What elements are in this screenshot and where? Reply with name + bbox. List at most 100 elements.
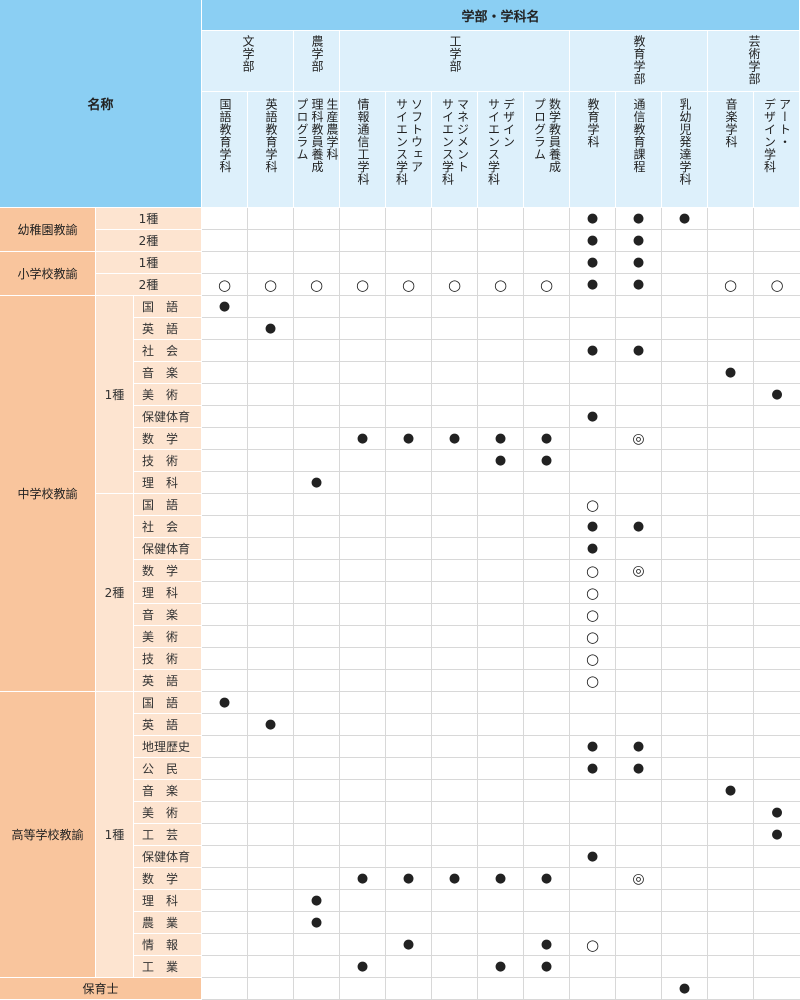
mark-cell xyxy=(616,824,662,846)
mark-cell xyxy=(340,494,386,516)
filled-circle-mark: ● xyxy=(264,717,277,732)
mark-cell xyxy=(294,362,340,384)
mark-cell: ● xyxy=(754,824,800,846)
mark-cell xyxy=(524,714,570,736)
row-label-text: 農 業 xyxy=(142,916,179,930)
filled-circle-mark: ● xyxy=(724,783,737,798)
mark-cell: ● xyxy=(432,428,478,450)
mark-cell xyxy=(708,252,754,274)
row-label-text: 情 報 xyxy=(142,938,179,952)
row-label-text: 工 芸 xyxy=(142,828,179,842)
mark-cell xyxy=(432,648,478,670)
mark-cell xyxy=(386,846,432,868)
mark-cell xyxy=(248,450,294,472)
mark-cell xyxy=(340,384,386,406)
row-label: 国 語 xyxy=(134,296,202,318)
mark-cell: ○ xyxy=(570,626,616,648)
mark-cell xyxy=(616,802,662,824)
mark-cell xyxy=(708,406,754,428)
row-label-text: 社 会 xyxy=(142,344,179,358)
department-header: 音楽学科 xyxy=(708,92,754,208)
mark-cell xyxy=(248,428,294,450)
row-label-text: 技 術 xyxy=(142,454,179,468)
mark-cell: ● xyxy=(340,428,386,450)
mark-cell xyxy=(708,934,754,956)
mark-cell xyxy=(524,472,570,494)
filled-circle-mark: ● xyxy=(632,739,645,754)
department-header: マネジメント サイエンス学科 xyxy=(432,92,478,208)
filled-circle-mark: ● xyxy=(632,761,645,776)
mark-cell xyxy=(248,868,294,890)
mark-cell xyxy=(432,978,478,1000)
mark-cell xyxy=(754,296,800,318)
mark-cell xyxy=(248,978,294,1000)
mark-cell xyxy=(662,604,708,626)
mark-cell xyxy=(294,560,340,582)
mark-cell xyxy=(754,560,800,582)
mark-cell xyxy=(294,802,340,824)
faculty-label: 文学部 xyxy=(241,35,255,73)
mark-cell xyxy=(202,230,248,252)
mark-cell xyxy=(754,318,800,340)
mark-cell xyxy=(248,208,294,230)
license-level: 1種 xyxy=(96,296,134,494)
mark-cell xyxy=(432,560,478,582)
department-header: 国語教育学科 xyxy=(202,92,248,208)
mark-cell xyxy=(616,934,662,956)
mark-cell xyxy=(202,208,248,230)
mark-cell xyxy=(662,230,708,252)
mark-cell xyxy=(708,472,754,494)
mark-cell xyxy=(248,758,294,780)
mark-cell xyxy=(478,406,524,428)
mark-cell xyxy=(202,428,248,450)
mark-cell xyxy=(294,582,340,604)
faculty-header: 芸術学部 xyxy=(708,31,800,92)
mark-cell xyxy=(432,604,478,626)
mark-cell xyxy=(616,692,662,714)
mark-cell xyxy=(386,362,432,384)
open-circle-mark: ○ xyxy=(585,495,600,514)
mark-cell xyxy=(708,604,754,626)
mark-cell: ● xyxy=(662,208,708,230)
row-label: 数 学 xyxy=(134,868,202,890)
mark-cell xyxy=(754,956,800,978)
qualification-group-text: 中学校教諭 xyxy=(17,487,78,501)
mark-cell xyxy=(386,538,432,560)
mark-cell xyxy=(478,714,524,736)
mark-cell: ● xyxy=(570,846,616,868)
mark-cell xyxy=(662,384,708,406)
mark-cell xyxy=(570,714,616,736)
filled-circle-mark: ● xyxy=(586,277,599,292)
mark-cell xyxy=(432,582,478,604)
mark-cell xyxy=(524,648,570,670)
mark-cell xyxy=(432,956,478,978)
mark-cell xyxy=(524,824,570,846)
mark-cell: ● xyxy=(570,538,616,560)
mark-cell xyxy=(662,318,708,340)
mark-cell xyxy=(294,538,340,560)
mark-cell xyxy=(616,978,662,1000)
row-label-text: 国 語 xyxy=(142,498,179,512)
mark-cell xyxy=(202,450,248,472)
mark-cell xyxy=(432,208,478,230)
row-label: 音 楽 xyxy=(134,604,202,626)
mark-cell xyxy=(294,384,340,406)
mark-cell xyxy=(708,428,754,450)
faculty-group-header-text: 学部・学科名 xyxy=(461,9,540,25)
mark-cell xyxy=(662,428,708,450)
open-circle-mark: ○ xyxy=(539,275,554,294)
mark-cell xyxy=(570,428,616,450)
department-header: 通信教育課程 xyxy=(616,92,662,208)
mark-cell xyxy=(386,230,432,252)
mark-cell xyxy=(294,406,340,428)
department-label: マネジメント xyxy=(455,98,470,173)
mark-cell xyxy=(202,780,248,802)
mark-cell xyxy=(248,560,294,582)
filled-circle-mark: ● xyxy=(356,959,369,974)
row-label-text: 国 語 xyxy=(142,300,179,314)
mark-cell xyxy=(202,648,248,670)
mark-cell xyxy=(524,208,570,230)
row-label: 技 術 xyxy=(134,450,202,472)
row-label: 2種 xyxy=(96,274,202,296)
mark-cell: ● xyxy=(570,208,616,230)
